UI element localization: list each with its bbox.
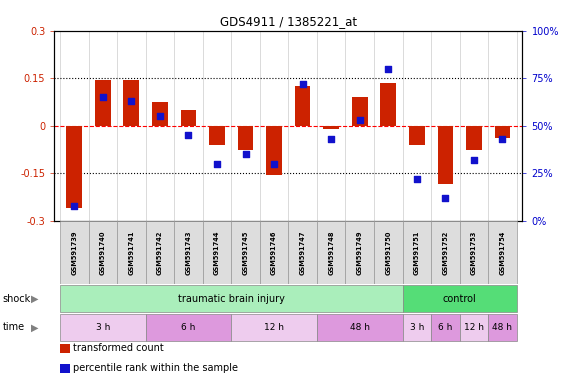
Bar bbox=[352, 97, 368, 126]
Bar bbox=[317, 313, 403, 341]
Text: 3 h: 3 h bbox=[409, 323, 424, 332]
Text: GSM591742: GSM591742 bbox=[157, 230, 163, 275]
Point bbox=[184, 132, 193, 138]
Bar bbox=[60, 313, 146, 341]
Point bbox=[298, 81, 307, 87]
Bar bbox=[288, 221, 317, 284]
Text: GSM591751: GSM591751 bbox=[414, 230, 420, 275]
Point bbox=[498, 136, 507, 142]
Text: 6 h: 6 h bbox=[181, 323, 196, 332]
Bar bbox=[152, 102, 168, 126]
Text: GSM591753: GSM591753 bbox=[471, 230, 477, 275]
Bar bbox=[60, 221, 89, 284]
Text: GSM591743: GSM591743 bbox=[186, 230, 191, 275]
Bar bbox=[345, 221, 374, 284]
Bar bbox=[209, 126, 225, 145]
Text: percentile rank within the sample: percentile rank within the sample bbox=[73, 363, 238, 373]
Bar bbox=[431, 313, 460, 341]
Point bbox=[155, 113, 164, 119]
Bar bbox=[488, 221, 517, 284]
Bar bbox=[61, 344, 70, 353]
Text: transformed count: transformed count bbox=[73, 343, 163, 353]
Point bbox=[441, 195, 450, 201]
Bar bbox=[374, 221, 403, 284]
Point bbox=[98, 94, 107, 100]
Bar bbox=[431, 221, 460, 284]
Bar bbox=[174, 221, 203, 284]
Text: GSM591741: GSM591741 bbox=[128, 230, 134, 275]
Text: GSM591750: GSM591750 bbox=[385, 230, 391, 275]
Bar bbox=[466, 126, 482, 149]
Text: GSM591745: GSM591745 bbox=[243, 230, 248, 275]
Bar bbox=[409, 126, 425, 145]
Point bbox=[355, 117, 364, 123]
Bar bbox=[494, 126, 510, 139]
Text: GSM591754: GSM591754 bbox=[500, 230, 505, 275]
Point bbox=[412, 176, 421, 182]
Bar bbox=[266, 126, 282, 175]
Text: 3 h: 3 h bbox=[95, 323, 110, 332]
Point bbox=[469, 157, 478, 163]
Bar bbox=[403, 313, 431, 341]
Text: shock: shock bbox=[3, 293, 31, 304]
Text: 6 h: 6 h bbox=[438, 323, 453, 332]
Text: control: control bbox=[443, 293, 477, 304]
Point bbox=[70, 202, 79, 209]
Bar bbox=[488, 313, 517, 341]
Title: GDS4911 / 1385221_at: GDS4911 / 1385221_at bbox=[220, 15, 357, 28]
Text: ▶: ▶ bbox=[31, 322, 39, 333]
Bar bbox=[203, 221, 231, 284]
Bar bbox=[117, 221, 146, 284]
Bar bbox=[323, 126, 339, 129]
Bar bbox=[403, 285, 517, 313]
Bar bbox=[66, 126, 82, 208]
Bar bbox=[238, 126, 254, 149]
Bar bbox=[123, 80, 139, 126]
Text: GSM591739: GSM591739 bbox=[71, 230, 77, 275]
Bar bbox=[231, 313, 317, 341]
Bar bbox=[460, 221, 488, 284]
Point bbox=[212, 161, 222, 167]
Text: GSM591752: GSM591752 bbox=[443, 230, 448, 275]
Text: GSM591744: GSM591744 bbox=[214, 230, 220, 275]
Bar bbox=[437, 126, 453, 184]
Text: 12 h: 12 h bbox=[264, 323, 284, 332]
Point bbox=[241, 151, 250, 157]
Bar bbox=[146, 221, 174, 284]
Bar bbox=[260, 221, 288, 284]
Bar bbox=[60, 285, 403, 313]
Text: GSM591749: GSM591749 bbox=[357, 230, 363, 275]
Bar bbox=[380, 83, 396, 126]
Point bbox=[127, 98, 136, 104]
Text: ▶: ▶ bbox=[31, 293, 39, 304]
Text: 12 h: 12 h bbox=[464, 323, 484, 332]
Bar bbox=[403, 221, 431, 284]
Point bbox=[270, 161, 279, 167]
Point bbox=[384, 66, 393, 72]
Bar bbox=[295, 86, 311, 126]
Text: traumatic brain injury: traumatic brain injury bbox=[178, 293, 285, 304]
Bar bbox=[95, 80, 111, 126]
Text: GSM591746: GSM591746 bbox=[271, 230, 277, 275]
Text: 48 h: 48 h bbox=[349, 323, 370, 332]
Point bbox=[327, 136, 336, 142]
Text: GSM591747: GSM591747 bbox=[300, 230, 305, 275]
Bar bbox=[61, 364, 70, 372]
Bar bbox=[89, 221, 117, 284]
Text: time: time bbox=[3, 322, 25, 333]
Bar bbox=[317, 221, 345, 284]
Bar bbox=[180, 110, 196, 126]
Bar bbox=[460, 313, 488, 341]
Bar bbox=[231, 221, 260, 284]
Text: GSM591740: GSM591740 bbox=[100, 230, 106, 275]
Text: 48 h: 48 h bbox=[492, 323, 513, 332]
Bar bbox=[146, 313, 231, 341]
Text: GSM591748: GSM591748 bbox=[328, 230, 334, 275]
